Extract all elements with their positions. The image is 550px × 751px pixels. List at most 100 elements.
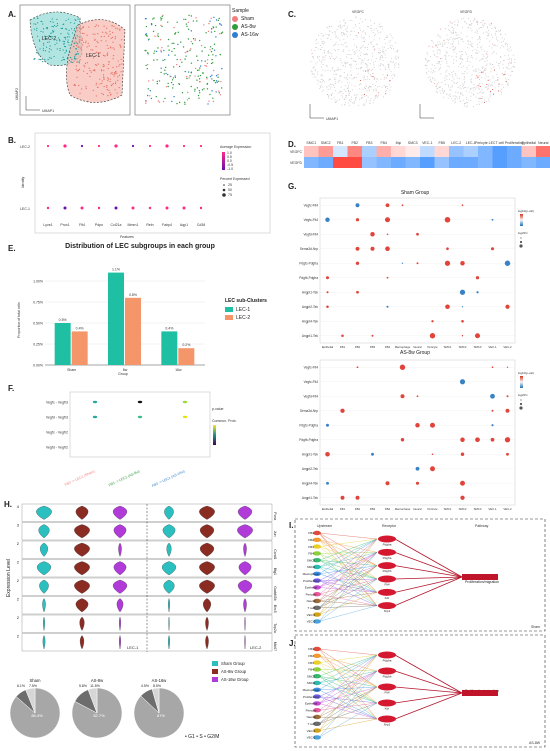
feature-point: [493, 44, 495, 46]
feature-point: [486, 26, 488, 28]
h-violin: [43, 616, 45, 631]
feature-point: [496, 30, 498, 32]
umap-point: [210, 17, 212, 20]
feature-point: [364, 19, 367, 21]
umap-point: [35, 23, 37, 25]
umap-point: [109, 91, 111, 94]
feature-point: [346, 62, 348, 64]
feature-point: [490, 85, 492, 87]
ij-edge: [318, 686, 378, 724]
umap-point: [65, 19, 67, 22]
umap-point: [56, 22, 59, 25]
g-dot: [506, 395, 509, 398]
feature-point: [507, 84, 509, 86]
feature-point: [439, 35, 441, 37]
feature-point: [390, 35, 392, 37]
g-size-dot: [519, 244, 523, 248]
h-ytick: 2: [17, 615, 20, 620]
umap-point: [204, 46, 206, 49]
feature-point: [431, 81, 433, 83]
panel-label-d: D.: [288, 140, 296, 149]
g-dot: [505, 304, 510, 309]
feature-point: [455, 56, 457, 58]
umap-point: [115, 73, 117, 75]
umap-point: [40, 59, 42, 61]
feature-point: [489, 92, 491, 94]
feature-point: [347, 90, 350, 92]
umap-point: [208, 100, 210, 102]
e-ytick: 0.00%: [33, 364, 43, 368]
umap-point: [220, 24, 223, 26]
feature-point: [507, 82, 509, 84]
feature-point: [461, 73, 463, 75]
feature-point: [462, 83, 464, 85]
feature-point: [449, 21, 451, 23]
feature-point: [454, 98, 456, 100]
umap-point: [215, 19, 218, 21]
feature-point: [451, 39, 453, 41]
feature-point: [426, 61, 429, 63]
umap-point: [156, 35, 159, 37]
feature-point: [447, 42, 449, 44]
umap-point: [113, 25, 115, 28]
ij-receptor-label: Kdr: [385, 707, 390, 711]
feature-point: [317, 83, 319, 85]
umap-point: [114, 81, 117, 83]
feature-point: [483, 19, 485, 22]
sample-legend-item: Sham: [232, 16, 259, 22]
umap-point: [73, 45, 75, 48]
feature-point: [390, 71, 392, 73]
umap-point: [82, 41, 85, 44]
feature-point: [438, 86, 440, 88]
panel-d: D. SMC1 SMC2 FB1 FB2 FB3 FB4 Mφ SMC3 VEC-1 FB5 LEC…: [280, 132, 550, 180]
feature-point: [507, 58, 509, 60]
umap-point: [191, 42, 194, 45]
feature-point: [474, 69, 476, 71]
feature-point: [437, 34, 439, 36]
umap-point: [214, 82, 217, 84]
feature-point: [496, 45, 498, 47]
umap-point: [46, 28, 48, 30]
feature-point: [362, 41, 364, 43]
umap-point: [33, 28, 36, 30]
feature-point: [338, 80, 340, 82]
feature-point: [333, 96, 335, 98]
umap-point: [198, 78, 201, 80]
feature-point: [345, 95, 347, 97]
umap-point: [111, 84, 113, 86]
feature-point: [375, 96, 377, 98]
g-col-label: SMC2: [459, 507, 467, 510]
feature-point: [453, 78, 455, 80]
feature-point: [512, 54, 514, 56]
feature-point: [446, 52, 448, 54]
g-dot: [490, 437, 495, 442]
feature-point: [339, 79, 341, 81]
umap-point: [165, 85, 168, 88]
umap-point: [121, 63, 123, 65]
umap-point: [94, 70, 96, 72]
d-col-label: Pericyte LEC: [475, 141, 496, 145]
feature-point: [366, 90, 368, 92]
feature-point: [445, 54, 447, 56]
feature-point: [454, 47, 456, 49]
umap-point: [116, 72, 118, 74]
d-heat-cell: [420, 157, 435, 168]
feature-point: [349, 19, 351, 22]
feature-point: [364, 32, 366, 34]
umap-point: [64, 38, 67, 40]
feature-point: [358, 32, 360, 34]
umap-point: [92, 69, 95, 71]
umap-point: [52, 21, 54, 23]
umap-point: [186, 25, 188, 28]
umap-point: [218, 90, 220, 92]
feature-point: [480, 21, 482, 24]
feature-point: [510, 62, 512, 64]
ij-upstream-label: FB1: [308, 531, 314, 535]
umap-point: [86, 34, 88, 36]
feature-point: [361, 37, 363, 39]
feature-point: [477, 38, 479, 41]
ij-edge: [318, 654, 378, 704]
feature-point: [347, 82, 349, 84]
umap-point: [149, 90, 151, 92]
h-ytick: 2: [17, 634, 20, 639]
